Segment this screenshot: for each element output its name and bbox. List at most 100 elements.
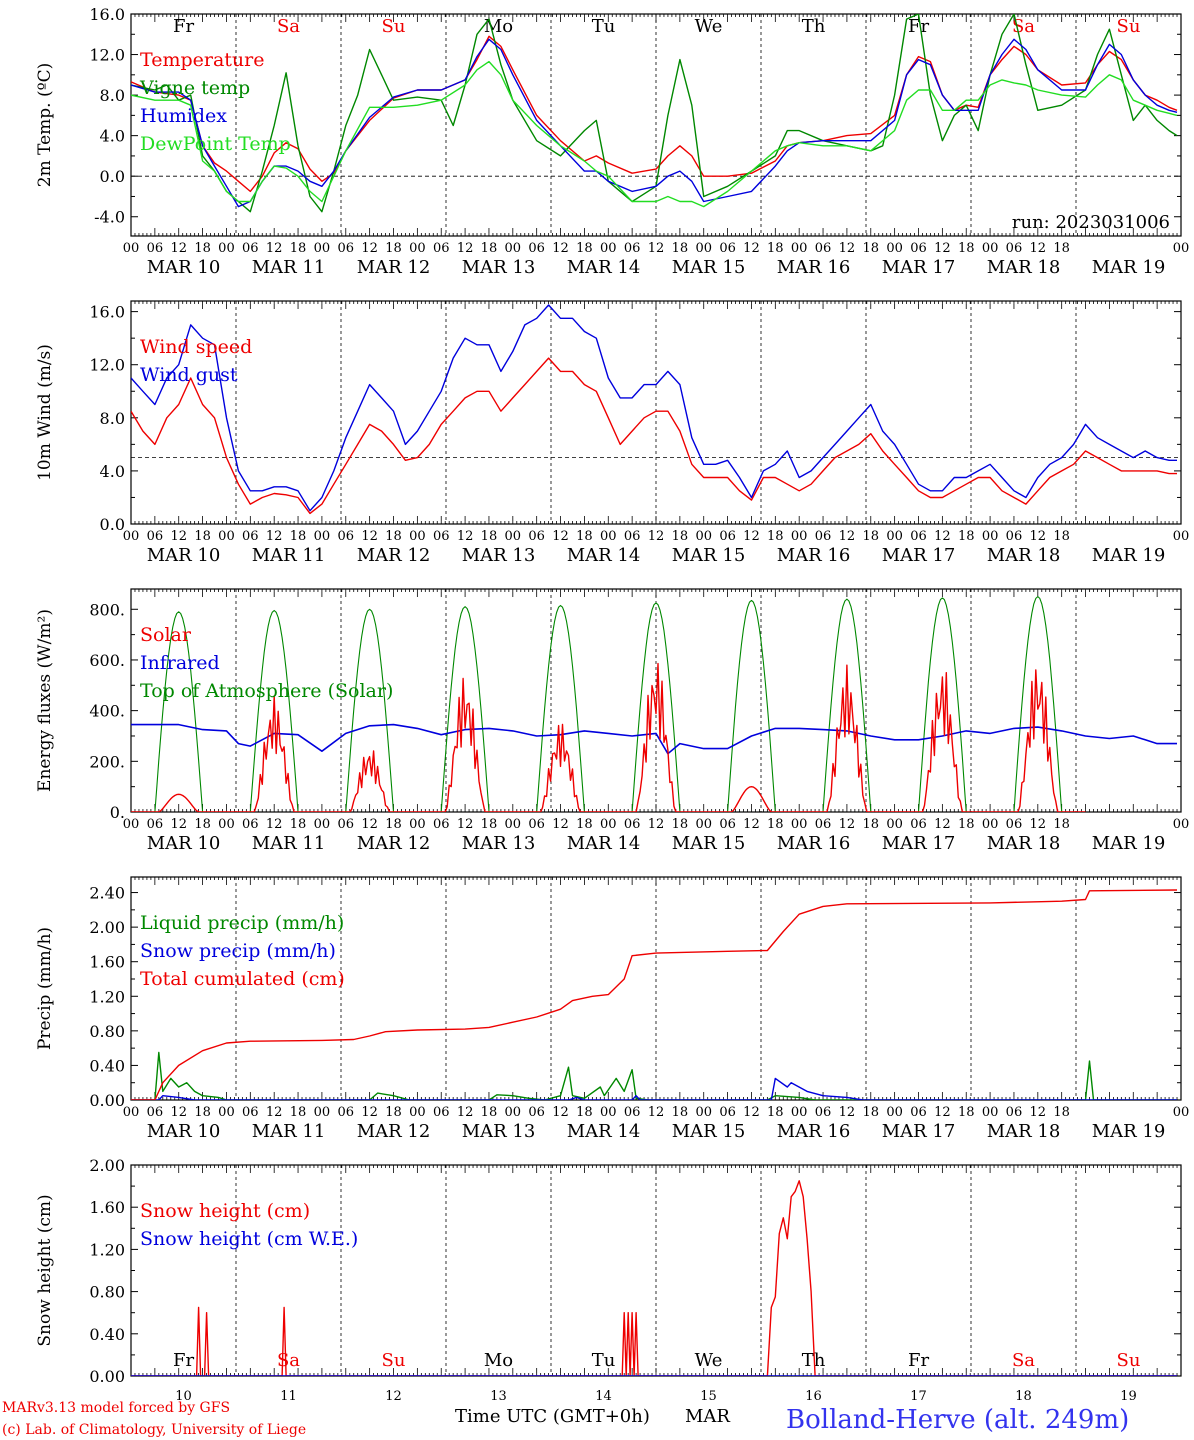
x-hour-label: 12: [839, 529, 856, 544]
x-day-number: 10: [175, 1389, 192, 1404]
x-hour-label: 12: [934, 1105, 951, 1120]
y-axis-label: Energy fluxes (W/m²): [35, 609, 55, 792]
x-hour-label: 06: [433, 1105, 450, 1120]
toa-solar-line: [131, 596, 1086, 812]
x-hour-label: 18: [194, 817, 211, 832]
x-date-label: MAR 14: [567, 545, 641, 566]
y-tick-label: 0.00: [89, 1091, 125, 1110]
x-date-label: MAR 15: [672, 833, 746, 854]
x-date-label: MAR 12: [357, 257, 431, 278]
series-line-snow-height-cm-: [131, 1180, 1177, 1376]
x-hour-label: 06: [242, 529, 259, 544]
x-hour-label: 06: [147, 529, 164, 544]
y-tick-label: -4.0: [94, 208, 125, 227]
x-hour-label: 18: [1053, 241, 1070, 256]
x-hour-label: 18: [481, 1105, 498, 1120]
x-hour-label: 06: [528, 1105, 545, 1120]
x-date-label: MAR 16: [777, 545, 851, 566]
x-date-label: MAR 14: [567, 257, 641, 278]
x-date-label: MAR 17: [882, 833, 956, 854]
x-hour-label: 00: [218, 1105, 235, 1120]
x-hour-label: 00: [409, 241, 426, 256]
x-hour-label: 00: [123, 1105, 140, 1120]
x-hour-label: 00: [314, 529, 331, 544]
series-line-wind-gust: [131, 304, 1177, 512]
day-abbr: Su: [382, 1350, 406, 1371]
x-hour-label: 00: [695, 817, 712, 832]
y-tick-label: 8.0: [100, 409, 125, 428]
y-tick-label: 0.80: [89, 1283, 125, 1302]
y-tick-label: 2.00: [89, 918, 125, 937]
x-hour-label: 18: [194, 529, 211, 544]
x-hour-label: 12: [361, 241, 378, 256]
x-hour-label: 06: [910, 817, 927, 832]
x-hour-label: 00: [314, 1105, 331, 1120]
x-hour-label: 06: [242, 1105, 259, 1120]
station-label: Bolland-Herve (alt. 249m): [786, 1405, 1129, 1435]
x-date-label: MAR 12: [357, 833, 431, 854]
x-hour-label: 12: [934, 241, 951, 256]
y-tick-label: 1.20: [89, 987, 125, 1006]
y-tick-label: 400.: [89, 702, 125, 721]
x-hour-label: 06: [433, 529, 450, 544]
legend-entry: Wind gust: [140, 364, 238, 386]
x-day-number: 14: [595, 1389, 612, 1404]
x-hour-label: 00: [600, 817, 617, 832]
x-date-label: MAR 19: [1092, 1121, 1166, 1142]
x-date-label: MAR 10: [147, 833, 221, 854]
panel-4: 2.40 2.00 1.60 1.20 0.80 0.40 0.00 Precip (mm/h…: [35, 876, 1189, 1142]
legend-entry: Top of Atmosphere (Solar): [140, 680, 393, 702]
x-hour-label: 00: [123, 529, 140, 544]
day-abbr: Sa: [277, 16, 300, 37]
series-line-wind-speed: [131, 357, 1177, 515]
x-date-label: MAR 16: [777, 257, 851, 278]
x-hour-label: 06: [1006, 241, 1023, 256]
x-date-label: MAR 13: [462, 1121, 536, 1142]
series-group: [131, 889, 1178, 1100]
x-hour-label: 06: [528, 529, 545, 544]
day-abbr: Mo: [484, 1350, 513, 1371]
x-hour-label: 12: [361, 817, 378, 832]
x-hour-label: 12: [743, 241, 760, 256]
y-tick-label: 0.: [110, 803, 125, 822]
x-hour-label: 06: [910, 1105, 927, 1120]
x-hour-label: 00: [505, 529, 522, 544]
x-hour-label: 06: [624, 529, 641, 544]
series-group: [131, 1180, 1177, 1376]
x-date-label: MAR 18: [987, 257, 1061, 278]
x-hour-label: 06: [624, 241, 641, 256]
y-tick-label: 0.00: [89, 1367, 125, 1386]
x-hour-label: 12: [552, 241, 569, 256]
x-date-label: MAR 11: [252, 833, 326, 854]
x-hour-label: 06: [624, 817, 641, 832]
x-hour-label: 12: [743, 1105, 760, 1120]
panel-1: 16.0 12.0 8.0 4.0 0.0 -4.0 2m Temp. (ºC) 00 06 12…: [35, 5, 1189, 278]
x-hour-label: 00: [695, 529, 712, 544]
x-hour-label: 00: [123, 817, 140, 832]
x-hour-label: 00: [505, 817, 522, 832]
y-tick-label: 1.60: [89, 953, 125, 972]
x-date-label: MAR 19: [1092, 545, 1166, 566]
x-hour-label: 18: [958, 241, 975, 256]
x-hour-label: 12: [457, 1105, 474, 1120]
x-hour-label: 00: [409, 1105, 426, 1120]
x-date-label: MAR 14: [567, 833, 641, 854]
x-hour-label: 06: [719, 1105, 736, 1120]
x-date-label: MAR 17: [882, 1121, 956, 1142]
y-tick-label: 0.40: [89, 1056, 125, 1075]
x-hour-label: 12: [552, 817, 569, 832]
x-hour-label: 06: [528, 241, 545, 256]
x-hour-label: 12: [266, 241, 283, 256]
x-hour-label: 12: [934, 817, 951, 832]
x-hour-label: 18: [576, 1105, 593, 1120]
legend-entry: Snow precip (mm/h): [140, 940, 336, 962]
x-date-label: MAR 10: [147, 545, 221, 566]
x-hour-label: 18: [767, 817, 784, 832]
x-date-label: MAR 16: [777, 1121, 851, 1142]
day-abbr: Fr: [908, 16, 929, 37]
day-abbr: Su: [1117, 16, 1141, 37]
x-hour-label: 06: [528, 817, 545, 832]
series-group: [131, 304, 1177, 515]
x-hour-label: 12: [170, 529, 187, 544]
